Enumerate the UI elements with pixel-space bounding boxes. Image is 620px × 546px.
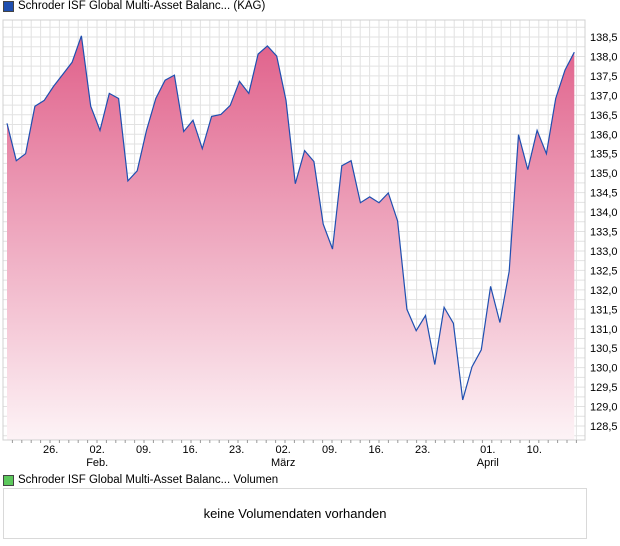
x-tick-month-label: April [477,457,499,469]
y-tick-label: 130,5 [590,343,618,355]
price-line [6,35,575,401]
x-tick-label: 23. [415,444,430,456]
y-tick-label: 136,0 [590,129,618,141]
legend-label-volume: Schroder ISF Global Multi-Asset Balanc..… [18,474,279,486]
x-tick-label: 09. [136,444,151,456]
x-tick-label: 26. [43,444,58,456]
y-tick-label: 131,0 [590,324,618,336]
y-tick-label: 137,5 [590,71,618,83]
x-tick-label: 09. [322,444,337,456]
legend-swatch-volume [3,474,14,486]
y-tick-label: 128,5 [590,421,618,433]
y-tick-label: 130,0 [590,363,618,375]
y-tick-label: 132,5 [590,265,618,277]
x-tick-label: 16. [369,444,384,456]
volume-message: keine Volumendaten vorhanden [203,506,387,521]
y-tick-label: 136,5 [590,110,618,122]
x-tick-label: 01. [480,444,495,456]
legend-swatch-main [3,0,14,12]
y-tick-label: 131,5 [590,304,618,316]
legend-label-main: Schroder ISF Global Multi-Asset Balanc..… [18,0,266,12]
y-tick-label: 134,5 [590,188,618,200]
x-tick-label: 10. [527,444,542,456]
y-tick-label: 133,0 [590,246,618,258]
y-tick-label: 129,0 [590,402,618,414]
main-legend: Schroder ISF Global Multi-Asset Balanc..… [3,0,265,12]
volume-legend: Schroder ISF Global Multi-Asset Balanc..… [3,474,278,486]
x-tick-label: 02. [276,444,291,456]
x-tick-month-label: Feb. [86,457,108,469]
y-tick-label: 135,0 [590,168,618,180]
x-tick-month-label: März [271,457,295,469]
x-tick-label: 23. [229,444,244,456]
x-tick-label: 02. [90,444,105,456]
price-chart: 138,5 138,0 137,5 137,0 136,5 136,0 135,5 135,0… [2,19,618,469]
y-tick-label: 133,5 [590,227,618,239]
y-tick-label: 129,5 [590,382,618,394]
y-tick-label: 135,5 [590,149,618,161]
y-tick-label: 134,0 [590,207,618,219]
y-tick-label: 138,0 [590,51,618,63]
y-tick-label: 138,5 [590,32,618,44]
y-tick-label: 132,0 [590,285,618,297]
price-area [7,35,575,440]
volume-panel: keine Volumendaten vorhanden [3,488,587,539]
x-tick-label: 16. [183,444,198,456]
y-tick-label: 137,0 [590,90,618,102]
